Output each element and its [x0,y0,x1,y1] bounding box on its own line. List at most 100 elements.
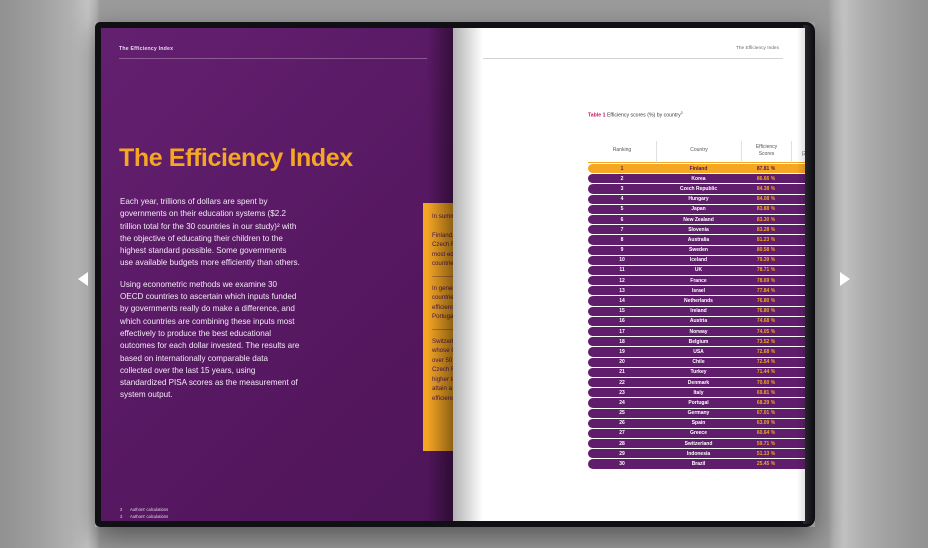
cell-pisa-rank: 19 [791,398,805,408]
cell-efficiency-score: 83.28 % [741,225,791,235]
cell-pisa-rank: 12 [791,214,805,225]
cell-ranking: 18 [588,337,656,347]
cell-efficiency-score: 81.23 % [741,235,791,245]
body-paragraph-2: Using econometric methods we examine 30 … [120,279,300,400]
cell-country: France [656,276,741,286]
cell-country: Turkey [656,367,741,377]
cell-pisa-rank: 20 [791,388,805,398]
cell-ranking: 17 [588,327,656,337]
summary-callout-box: In summary we find: Finland, Korea and t… [423,203,453,451]
cell-country: Korea [656,174,741,184]
cell-country: Czech Republic [656,184,741,194]
cell-pisa-rank: 13 [791,377,805,388]
cell-pisa-rank: 1 [791,174,805,184]
cell-pisa-rank: 27 [791,367,805,377]
body-paragraph-1: Each year, trillions of dollars are spen… [120,197,300,268]
cell-pisa-rank: 26 [791,428,805,439]
cell-pisa-rank: 23 [791,245,805,255]
cell-ranking: 21 [588,367,656,377]
cell-country: Australia [656,235,741,245]
cell-efficiency-score: 67.01 % [741,408,791,418]
cell-ranking: 23 [588,388,656,398]
table-caption-footnote-marker: 3 [680,111,683,115]
cell-efficiency-score: 76.80 % [741,306,791,316]
cell-efficiency-score: 68.29 % [741,398,791,408]
cell-pisa-rank: 6 [791,337,805,347]
cell-country: Israel [656,286,741,296]
cell-ranking: 2 [588,174,656,184]
cell-ranking: 1 [588,164,656,174]
cell-efficiency-score: 78.71 % [741,265,791,276]
right-running-header: The Efficiency Index [735,46,779,51]
footnote-number: 2 [120,507,123,512]
cell-country: UK [656,265,741,276]
cell-efficiency-score: 78.69 % [741,276,791,286]
cell-country: Chile [656,357,741,367]
cell-pisa-rank: 3 [791,439,805,449]
cell-efficiency-score: 63.09 % [741,418,791,428]
cell-country: Iceland [656,255,741,265]
book-spread[interactable]: The Efficiency Index The Efficiency Inde… [95,22,815,527]
efficiency-scores-table: Ranking Country Efficiency Scores PISA r… [588,140,805,470]
cell-efficiency-score: 83.30 % [741,214,791,225]
cell-ranking: 29 [588,449,656,459]
cell-pisa-rank: 9 [791,235,805,245]
cell-ranking: 3 [588,184,656,194]
cell-efficiency-score: 83.88 % [741,204,791,214]
cell-ranking: 5 [588,204,656,214]
cell-ranking: 14 [588,296,656,306]
cell-country: Belgium [656,337,741,347]
cell-ranking: 12 [588,276,656,286]
cell-pisa-rank: 24 [791,194,805,204]
cell-ranking: 7 [588,225,656,235]
left-running-header: The Efficiency Index [119,46,174,52]
previous-page-arrow-icon[interactable] [72,268,94,290]
cell-pisa-rank: 28 [791,357,805,367]
table-caption: Table 1 Efficiency scores (%) by country… [588,111,683,119]
cell-efficiency-score: 77.84 % [741,286,791,296]
cell-pisa-rank: 5 [791,164,805,174]
page-right[interactable]: The Efficiency Index Table 1 Efficiency … [453,28,805,521]
summary-heading: In summary we find: [432,213,453,220]
cell-pisa-rank: 22 [791,347,805,357]
page-left[interactable]: The Efficiency Index The Efficiency Inde… [101,28,453,521]
cell-country: USA [656,347,741,357]
cell-efficiency-score: 60.64 % [741,428,791,439]
cell-pisa-rank: 8 [791,316,805,326]
cell-country: Brazil [656,459,741,469]
footnote-item: 3 Authors' calculations [120,514,330,521]
summary-item: In general, Mediterranean countries exhi… [432,275,453,329]
cell-ranking: 8 [588,235,656,245]
cell-ranking: 27 [588,428,656,439]
cell-pisa-rank: 25 [791,286,805,296]
chevron-left-icon [78,272,88,286]
cell-efficiency-score: 84.38 % [741,184,791,194]
cell-ranking: 28 [588,439,656,449]
cell-efficiency-score: 71.44 % [741,367,791,377]
next-page-arrow-icon[interactable] [834,268,856,290]
footnotes: 2 Authors' calculations 3 Authors' calcu… [120,507,330,520]
cell-ranking: 10 [588,255,656,265]
cell-ranking: 9 [588,245,656,255]
cell-pisa-rank: 18 [791,327,805,337]
chevron-right-icon [840,272,850,286]
